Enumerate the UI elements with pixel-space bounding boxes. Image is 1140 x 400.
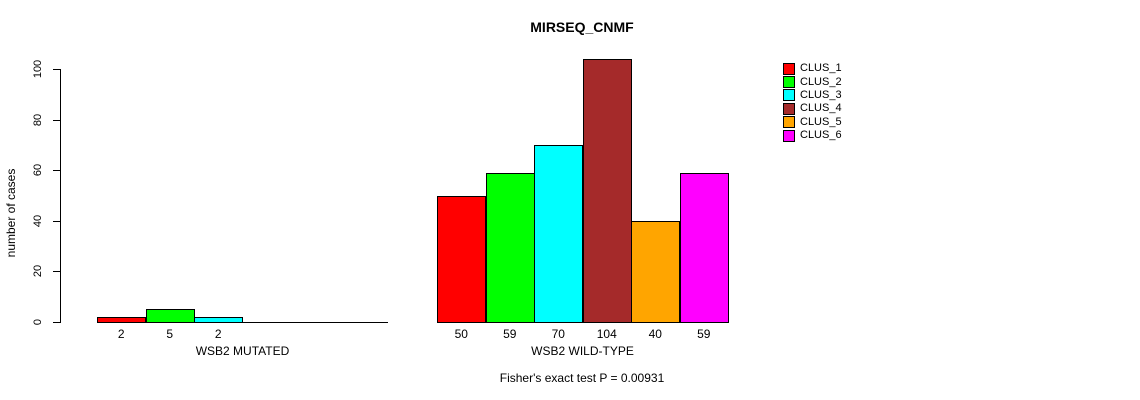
bar — [583, 59, 632, 323]
bar-value-label: 50 — [454, 327, 468, 341]
chart-title: MIRSEQ_CNMF — [530, 19, 634, 35]
legend-swatch — [783, 76, 795, 89]
legend-swatch — [783, 62, 795, 75]
group-label: WSB2 MUTATED — [195, 344, 290, 358]
group-label: WSB2 WILD-TYPE — [531, 344, 634, 358]
legend-row: CLUS_3 — [783, 89, 842, 102]
y-tick — [53, 322, 60, 323]
bar — [534, 145, 583, 323]
y-axis-line — [60, 69, 61, 323]
legend-row: CLUS_1 — [783, 62, 842, 75]
y-tick-label: 60 — [32, 163, 44, 177]
bar-value-label: 104 — [596, 327, 617, 341]
bar-value-label: 2 — [117, 327, 125, 341]
y-tick-label: 0 — [32, 318, 44, 326]
legend-swatch — [783, 102, 795, 115]
legend-swatch — [783, 129, 795, 142]
y-tick — [53, 69, 60, 70]
legend-label: CLUS_3 — [800, 88, 842, 101]
legend-row: CLUS_2 — [783, 75, 842, 89]
legend-label: CLUS_6 — [800, 129, 842, 142]
bar — [194, 317, 243, 323]
bar-value-label: 5 — [166, 327, 174, 341]
bar-value-label: 70 — [551, 327, 565, 341]
y-tick-label: 100 — [32, 59, 44, 79]
legend-row: CLUS_4 — [783, 102, 842, 115]
y-tick — [53, 271, 60, 272]
bar-value-label: 59 — [697, 327, 711, 341]
y-tick-label: 80 — [32, 113, 44, 127]
legend-row: CLUS_6 — [783, 129, 842, 142]
bar-value-label: 59 — [503, 327, 517, 341]
bar-value-label: 2 — [214, 327, 222, 341]
legend-label: CLUS_1 — [800, 62, 842, 75]
y-axis-label: number of cases — [4, 168, 18, 258]
y-tick — [53, 221, 60, 222]
y-tick-label: 20 — [32, 264, 44, 278]
annotation-text: Fisher's exact test P = 0.00931 — [499, 371, 665, 385]
bar — [146, 309, 195, 323]
y-tick — [53, 170, 60, 171]
legend-swatch — [783, 116, 795, 129]
y-tick — [53, 120, 60, 121]
bar — [437, 196, 486, 323]
bar — [631, 221, 680, 323]
legend-label: CLUS_5 — [800, 115, 842, 128]
legend-label: CLUS_4 — [800, 102, 842, 115]
legend: CLUS_1 CLUS_2 CLUS_3 CLUS_4 CLUS_5 CLUS_6 — [783, 62, 842, 142]
legend-label: CLUS_2 — [800, 75, 842, 88]
legend-row: CLUS_5 — [783, 116, 842, 129]
y-tick-label: 40 — [32, 214, 44, 228]
bar — [97, 317, 146, 323]
bar — [680, 173, 729, 323]
legend-swatch — [783, 89, 795, 102]
bar — [486, 173, 535, 323]
bar-value-label: 40 — [648, 327, 662, 341]
